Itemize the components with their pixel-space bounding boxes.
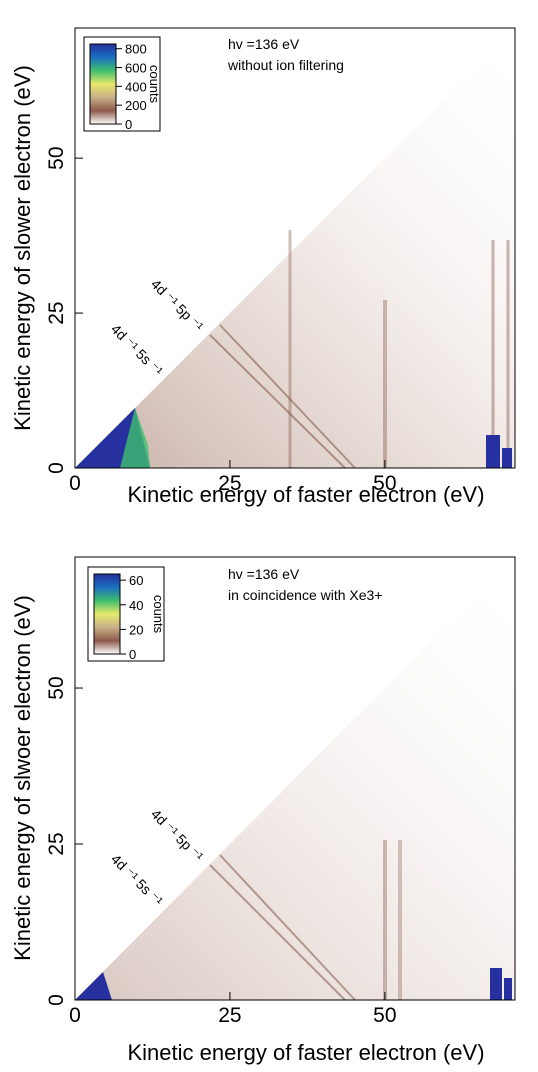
x-tick-label: 50 xyxy=(373,472,396,495)
colorbar-tick-label: 20 xyxy=(129,622,143,637)
annotation: 4d ⁻¹ 5s ⁻¹ xyxy=(108,851,166,909)
y-tick-label: 50 xyxy=(45,676,68,699)
y-tick-label: 50 xyxy=(45,146,68,169)
colorbar-tick-label: 400 xyxy=(125,79,147,94)
plot-frame xyxy=(74,27,516,469)
colorbar xyxy=(89,43,117,125)
colorbar-tick-label: 600 xyxy=(125,61,147,76)
colorbar-tick-label: 0 xyxy=(129,647,136,662)
colorbar-tick-label: 200 xyxy=(125,98,147,113)
y-tick-label: 0 xyxy=(45,462,68,474)
y-axis-label: Kinetic energy of slwoer electron (eV) xyxy=(10,595,35,961)
x-tick-label: 0 xyxy=(69,1004,81,1027)
colorbar-label: counts xyxy=(151,595,166,634)
colorbar-label: counts xyxy=(147,65,162,104)
plot-frame xyxy=(74,556,516,1001)
colorbar-tick-label: 40 xyxy=(129,598,143,613)
x-axis-label: Kinetic energy of faster electron (eV) xyxy=(127,1040,484,1065)
colorbar xyxy=(93,573,121,655)
x-tick-label: 50 xyxy=(373,1004,396,1027)
annotation: in coincidence with Xe3+ xyxy=(228,587,383,603)
annotation: without ion filtering xyxy=(227,57,344,73)
x-axis-label: Kinetic energy of faster electron (eV) xyxy=(127,482,484,507)
annotation: 4d ⁻¹ 5p ⁻¹ xyxy=(148,806,207,865)
y-tick-label: 25 xyxy=(45,832,68,855)
annotation: 4d ⁻¹ 5s ⁻¹ xyxy=(108,321,166,379)
x-tick-label: 0 xyxy=(69,472,81,495)
x-tick-label: 25 xyxy=(218,472,241,495)
y-tick-label: 25 xyxy=(45,301,68,324)
density-texture xyxy=(75,557,515,1001)
annotation: hv =136 eV xyxy=(228,36,300,52)
x-tick-label: 25 xyxy=(218,1004,241,1027)
y-tick-label: 0 xyxy=(45,994,68,1006)
colorbar-tick-label: 800 xyxy=(125,42,147,57)
density-texture xyxy=(75,28,515,469)
y-axis-label: Kinetic energy of slower electron (eV) xyxy=(10,65,35,431)
colorbar-tick-label: 60 xyxy=(129,573,143,588)
annotation: hv =136 eV xyxy=(228,566,300,582)
colorbar-tick-label: 0 xyxy=(125,117,132,132)
annotation: 4d ⁻¹ 5p ⁻¹ xyxy=(148,276,207,335)
